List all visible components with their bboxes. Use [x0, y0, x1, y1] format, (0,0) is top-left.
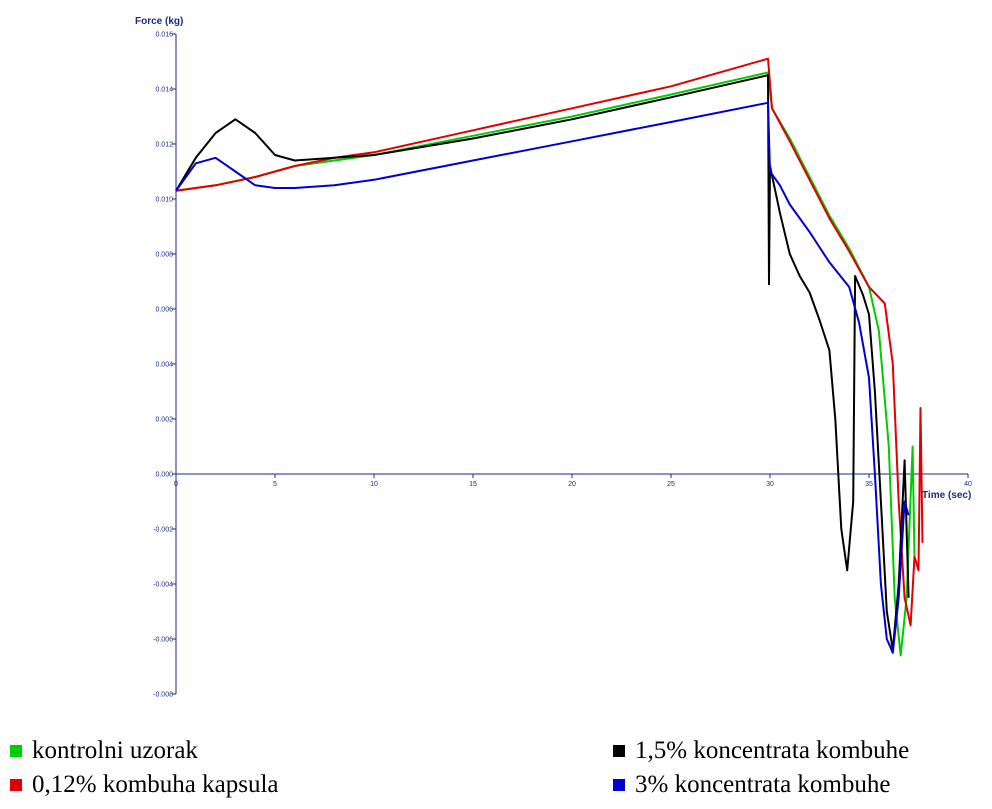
x-tick-label: 5: [273, 481, 277, 488]
series-line-2: [175, 57, 924, 627]
y-tick-label: 0.006: [155, 307, 173, 314]
x-tick-label: 20: [568, 481, 576, 488]
series-line-4: [175, 101, 910, 654]
series-line-1: [175, 71, 916, 657]
y-tick-label: 0.010: [155, 197, 173, 204]
series-line-3: [175, 74, 910, 651]
legend-item-capsule: 0,12% kombuha kapsula: [10, 771, 278, 799]
x-axis-title: Time (sec): [922, 490, 971, 501]
legend-item-control: kontrolni uzorak: [10, 737, 198, 765]
y-tick-label: -0.002: [153, 527, 173, 534]
y-tick-label: -0.008: [153, 692, 173, 699]
y-tick-label: -0.006: [153, 637, 173, 644]
y-tick-label: 0.000: [155, 472, 173, 479]
legend-label: 1,5% koncentrata kombuhe: [635, 737, 910, 764]
y-tick-label: 0.014: [155, 87, 173, 94]
legend-swatch-red: [10, 779, 22, 791]
y-tick-label: 0.004: [155, 362, 173, 369]
y-tick-label: 0.008: [155, 252, 173, 259]
legend-swatch-green: [10, 745, 22, 757]
x-tick-label: 25: [667, 481, 675, 488]
y-tick-label: 0.002: [155, 417, 173, 424]
axes: 0.016 0.014 0.012 0.010 0.008 0.006 0.004 0.002…: [153, 32, 972, 699]
legend-swatch-black: [613, 745, 625, 757]
legend-label: 3% koncentrata kombuhe: [635, 771, 891, 798]
x-tick-label: 35: [865, 481, 873, 488]
legend-swatch-blue: [613, 779, 625, 791]
x-tick-label: 0: [174, 481, 178, 488]
y-tick-label: 0.012: [155, 142, 173, 149]
y-axis-title: Force (kg): [135, 16, 183, 27]
x-tick-label: 30: [766, 481, 774, 488]
y-tick-label: 0.016: [155, 32, 173, 39]
legend-label: 0,12% kombuha kapsula: [32, 771, 279, 798]
line-chart: Force (kg) Time (sec) 0.0160.0140.0120.0…: [135, 16, 972, 699]
x-tick-label: 15: [469, 481, 477, 488]
legend-item-concentrate-3: 3% koncentrata kombuhe: [613, 771, 890, 799]
legend-label: kontrolni uzorak: [32, 737, 198, 764]
y-tick-label: -0.004: [153, 582, 173, 589]
legend-item-concentrate-1-5: 1,5% koncentrata kombuhe: [613, 737, 909, 765]
x-tick-label: 10: [370, 481, 378, 488]
x-tick-label: 40: [964, 481, 972, 488]
series-group: [175, 57, 924, 657]
